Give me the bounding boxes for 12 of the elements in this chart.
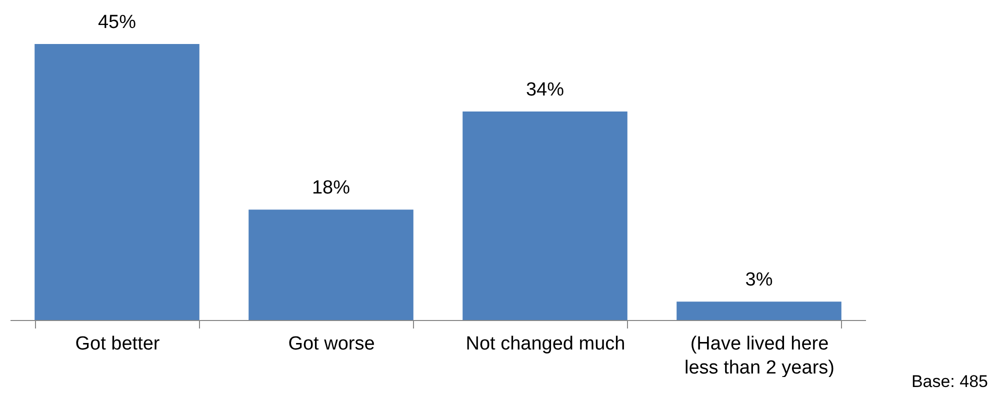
bar [676,302,842,320]
bar [462,111,628,320]
data-label: 34% [526,79,564,100]
bar [34,44,200,320]
x-tick-label: Not changed much [466,334,626,354]
x-tick-label: Got better [75,334,160,354]
bar [248,210,414,320]
x-tick-label: Got worse [288,334,375,354]
data-label: 45% [98,12,136,33]
text: Base: 485 [911,372,988,392]
data-label: 3% [745,270,773,291]
data-label: 18% [312,178,350,199]
